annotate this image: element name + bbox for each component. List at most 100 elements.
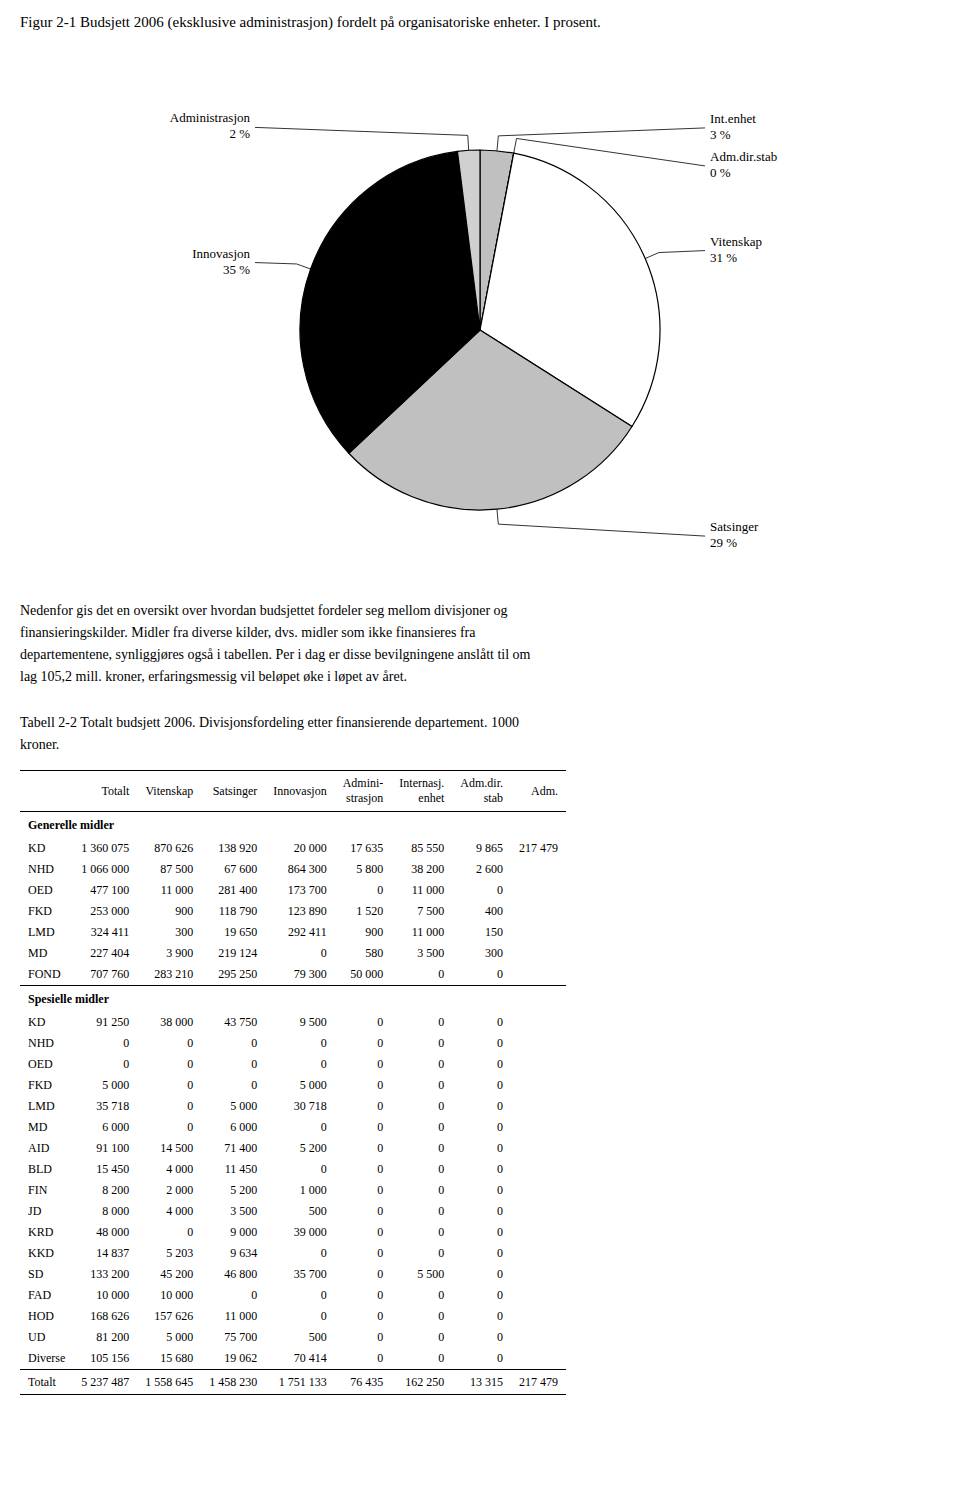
cell-text: 1 066 000	[81, 862, 129, 876]
data-row: LMD324 41130019 650292 41190011 000150	[20, 922, 566, 943]
cell-text: 38 200	[411, 862, 444, 876]
header-cell: Satsinger	[201, 771, 265, 812]
data-row: KKD14 8375 2039 6340000	[20, 1243, 566, 1264]
table-cell	[511, 1054, 566, 1075]
cell-text: 0	[187, 1036, 193, 1050]
cell-text: FAD	[28, 1288, 51, 1302]
table-cell: 217 479	[511, 838, 566, 859]
table-cell: 1 520	[335, 901, 392, 922]
table-cell: 870 626	[137, 838, 201, 859]
table-cell: 0	[391, 1180, 452, 1201]
section-row: Generelle midler	[20, 812, 566, 839]
table-cell: 0	[391, 1348, 452, 1370]
table-cell: 10 000	[137, 1285, 201, 1306]
cell-text: 0	[497, 967, 503, 981]
table-cell: 217 479	[511, 1370, 566, 1395]
table-cell: 14 837	[73, 1243, 137, 1264]
table-cell: 105 156	[73, 1348, 137, 1370]
table-cell: 281 400	[201, 880, 265, 901]
table-cell	[511, 1327, 566, 1348]
data-row: OED477 10011 000281 400173 700011 0000	[20, 880, 566, 901]
table-cell: 7 500	[391, 901, 452, 922]
cell-text: 2 600	[476, 862, 503, 876]
cell-text: MD	[28, 946, 47, 960]
table-cell: 864 300	[265, 859, 334, 880]
table-cell: 0	[391, 1117, 452, 1138]
cell-text: 0	[251, 1057, 257, 1071]
cell-text: 5 000	[230, 1099, 257, 1113]
table-cell	[511, 964, 566, 986]
table-cell: 0	[391, 1243, 452, 1264]
data-row: BLD15 4504 00011 4500000	[20, 1159, 566, 1180]
table-cell: 1 458 230	[201, 1370, 265, 1395]
cell-text: 0	[497, 883, 503, 897]
table-cell: LMD	[20, 922, 73, 943]
table-cell: 5 000	[73, 1075, 137, 1096]
table-cell: 0	[452, 1075, 511, 1096]
leader-line	[497, 509, 705, 536]
cell-text: 0	[497, 1351, 503, 1365]
cell-text: 0	[438, 1204, 444, 1218]
table-cell: 227 404	[73, 943, 137, 964]
table-cell: 707 760	[73, 964, 137, 986]
slice-value-label: 2 %	[229, 126, 250, 141]
cell-text: 0	[377, 1204, 383, 1218]
table-cell: 0	[391, 1033, 452, 1054]
table-cell: 45 200	[137, 1264, 201, 1285]
cell-text: 0	[497, 1183, 503, 1197]
cell-text: 0	[438, 1057, 444, 1071]
cell-text: 11 000	[161, 883, 194, 897]
table-cell: MD	[20, 943, 73, 964]
slice-value-label: 0 %	[710, 165, 731, 180]
cell-text: 5 200	[300, 1141, 327, 1155]
table-cell: 123 890	[265, 901, 334, 922]
table-cell: NHD	[20, 1033, 73, 1054]
table-cell	[511, 1138, 566, 1159]
cell-text: 14 837	[96, 1246, 129, 1260]
cell-text: 1 458 230	[209, 1375, 257, 1389]
cell-text: 217 479	[519, 841, 558, 855]
table-cell: 20 000	[265, 838, 334, 859]
table-cell: 0	[452, 1033, 511, 1054]
cell-text: 5 000	[102, 1078, 129, 1092]
total-row: Totalt5 237 4871 558 6451 458 2301 751 1…	[20, 1370, 566, 1395]
cell-text: 219 124	[218, 946, 257, 960]
cell-text: 0	[497, 1246, 503, 1260]
table-cell: 0	[391, 1138, 452, 1159]
cell-text: 5 203	[166, 1246, 193, 1260]
table-cell: 500	[265, 1327, 334, 1348]
table-cell: 0	[391, 1012, 452, 1033]
table-cell: 75 700	[201, 1327, 265, 1348]
table-cell: 0	[335, 1243, 392, 1264]
table-cell: KRD	[20, 1222, 73, 1243]
table-cell: 5 200	[265, 1138, 334, 1159]
leader-line	[645, 251, 705, 259]
table-cell: 0	[265, 1054, 334, 1075]
table-cell: 2 000	[137, 1180, 201, 1201]
cell-text: Totalt	[28, 1375, 56, 1389]
cell-text: 43 750	[224, 1015, 257, 1029]
table-cell: 500	[265, 1201, 334, 1222]
cell-text: OED	[28, 883, 53, 897]
cell-text: KD	[28, 1015, 45, 1029]
cell-text: 38 000	[160, 1015, 193, 1029]
cell-text: 0	[377, 1036, 383, 1050]
cell-text: 0	[377, 1309, 383, 1323]
table-cell: 13 315	[452, 1370, 511, 1395]
table-cell	[511, 1159, 566, 1180]
cell-text: AID	[28, 1141, 49, 1155]
table-cell: 0	[452, 1264, 511, 1285]
table-cell: 1 066 000	[73, 859, 137, 880]
table-cell: 0	[201, 1033, 265, 1054]
table-cell: 0	[137, 1033, 201, 1054]
cell-text: 0	[377, 1246, 383, 1260]
cell-text: 81 200	[96, 1330, 129, 1344]
table-cell: 11 000	[201, 1306, 265, 1327]
table-cell: FOND	[20, 964, 73, 986]
header-text: Internasj.	[399, 776, 444, 791]
table-cell: 39 000	[265, 1222, 334, 1243]
header-text: stab	[460, 791, 503, 806]
body-text: Nedenfor gis det en oversikt over hvorda…	[20, 600, 530, 688]
cell-text: 3 900	[166, 946, 193, 960]
header-text: Adm.	[519, 784, 558, 799]
